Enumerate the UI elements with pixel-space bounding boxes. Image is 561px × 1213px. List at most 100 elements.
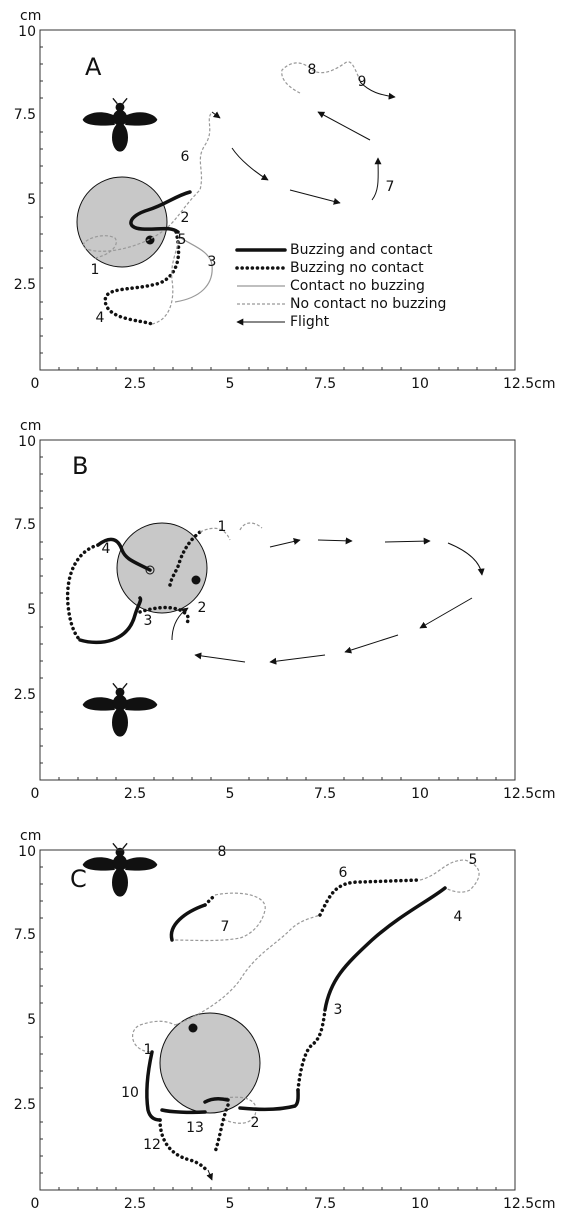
bee-icon [81,97,159,153]
path-number: 9 [358,74,367,90]
flight [344,634,399,654]
x-tick-label: 12.5cm [503,376,556,392]
flight [359,81,396,100]
path-number: 2 [251,1115,260,1131]
path-number: 4 [454,909,463,925]
axis-unit: cm [20,418,41,434]
path-number: 8 [308,62,317,78]
flower [76,176,168,268]
flight [269,654,326,665]
y-tick-label: 5 [27,602,36,618]
legend [235,248,287,326]
x-tick-label: 7.5 [314,786,336,802]
x-tick-label: 10 [411,1196,429,1212]
path-buzz-no-contact [213,1103,230,1154]
x-tick-label: 12.5cm [503,786,556,802]
x-tick-label: 0 [31,786,40,802]
path-no-contact [224,1096,257,1124]
y-tick-label: 10 [18,844,36,860]
legend-label: Buzzing no contact [290,260,424,276]
path-buzz-no-contact [138,605,190,627]
flight [384,537,431,545]
flight [231,147,269,181]
flight [171,607,189,641]
path-buzz-contact [145,1050,162,1122]
flight [289,189,341,205]
x-tick-label: 7.5 [314,1196,336,1212]
flower [116,522,208,614]
y-tick-label: 5 [27,192,36,208]
path-number: 6 [339,865,348,881]
path-no-contact [199,522,263,541]
x-tick-label: 5 [226,376,235,392]
flight [317,111,371,141]
x-tick-label: 7.5 [314,376,336,392]
path-buzz-no-contact [168,530,202,587]
y-tick-label: 10 [18,434,36,450]
bee-icon [81,842,159,898]
flight [194,652,246,663]
y-tick-label: 7.5 [14,927,36,943]
path-buzz-contact [323,886,447,1012]
legend-label: Contact no buzzing [290,278,425,294]
path-no-contact [132,1020,176,1053]
path-number: 5 [178,232,187,248]
x-tick-label: 5 [226,786,235,802]
legend-label: Flight [290,314,330,330]
path-number: 6 [181,149,190,165]
path-no-contact [281,61,361,94]
x-tick-label: 2.5 [124,1196,146,1212]
x-tick-label: 2.5 [124,786,146,802]
x-tick-label: 10 [411,376,429,392]
panel-b: cm 0 2.5 5 7.5 10 12.5cm 10 7.5 5 2.5 B 1 4 3 2 [14,418,556,802]
bee-icon [81,682,159,738]
panel-a: cm 0 2.5 5 7.5 10 12.5cm 10 7.5 5 2.5 A 1 2 5 3 4 6 7 8 9 Buz… [14,8,556,392]
x-tick-label: 5 [226,1196,235,1212]
legend-label: No contact no buzzing [290,296,446,312]
path-number: 12 [143,1137,161,1153]
bee-position [188,1023,198,1033]
path-buzz-no-contact [318,878,422,917]
flight [317,537,353,545]
y-tick-label: 2.5 [14,687,36,703]
path-number: 7 [386,179,395,195]
path-no-contact [419,859,480,893]
x-tick-label: 0 [31,1196,40,1212]
flight [371,157,382,201]
panel-c: cm 0 2.5 5 7.5 10 12.5cm 10 7.5 5 2.5 C 1 10 12 13 2 3 4 5 6… [14,828,556,1212]
path-number: 4 [102,541,111,557]
legend-label: Buzzing and contact [290,242,433,258]
plot-frame [39,439,516,781]
panel-label: A [85,53,102,81]
path-number: 5 [469,852,478,868]
path-number: 1 [218,519,227,535]
path-buzz-no-contact [203,893,217,907]
path-buzz-contact [96,537,152,572]
y-tick-label: 7.5 [14,517,36,533]
path-buzz-contact [238,1088,300,1112]
y-tick-label: 2.5 [14,277,36,293]
bee-position [191,575,201,585]
path-number: 1 [91,262,100,278]
path-buzz-contact [169,903,207,942]
path-number: 2 [198,600,207,616]
x-tick-label: 2.5 [124,376,146,392]
path-buzz-contact [129,190,192,234]
y-tick-label: 7.5 [14,107,36,123]
flight [211,111,221,119]
y-tick-label: 5 [27,1012,36,1028]
path-no-contact [82,111,213,259]
path-number: 10 [121,1085,139,1101]
y-tick-label: 10 [18,24,36,40]
path-buzz-no-contact [65,543,100,642]
path-number: 13 [186,1120,204,1136]
path-number: 1 [144,1042,153,1058]
plot-frame [39,29,516,371]
path-number: 3 [144,613,153,629]
axis-unit: cm [20,8,41,24]
start-position [145,565,155,575]
path-contact [174,235,213,303]
path-no-contact [151,239,179,325]
x-tick-label: 0 [31,376,40,392]
